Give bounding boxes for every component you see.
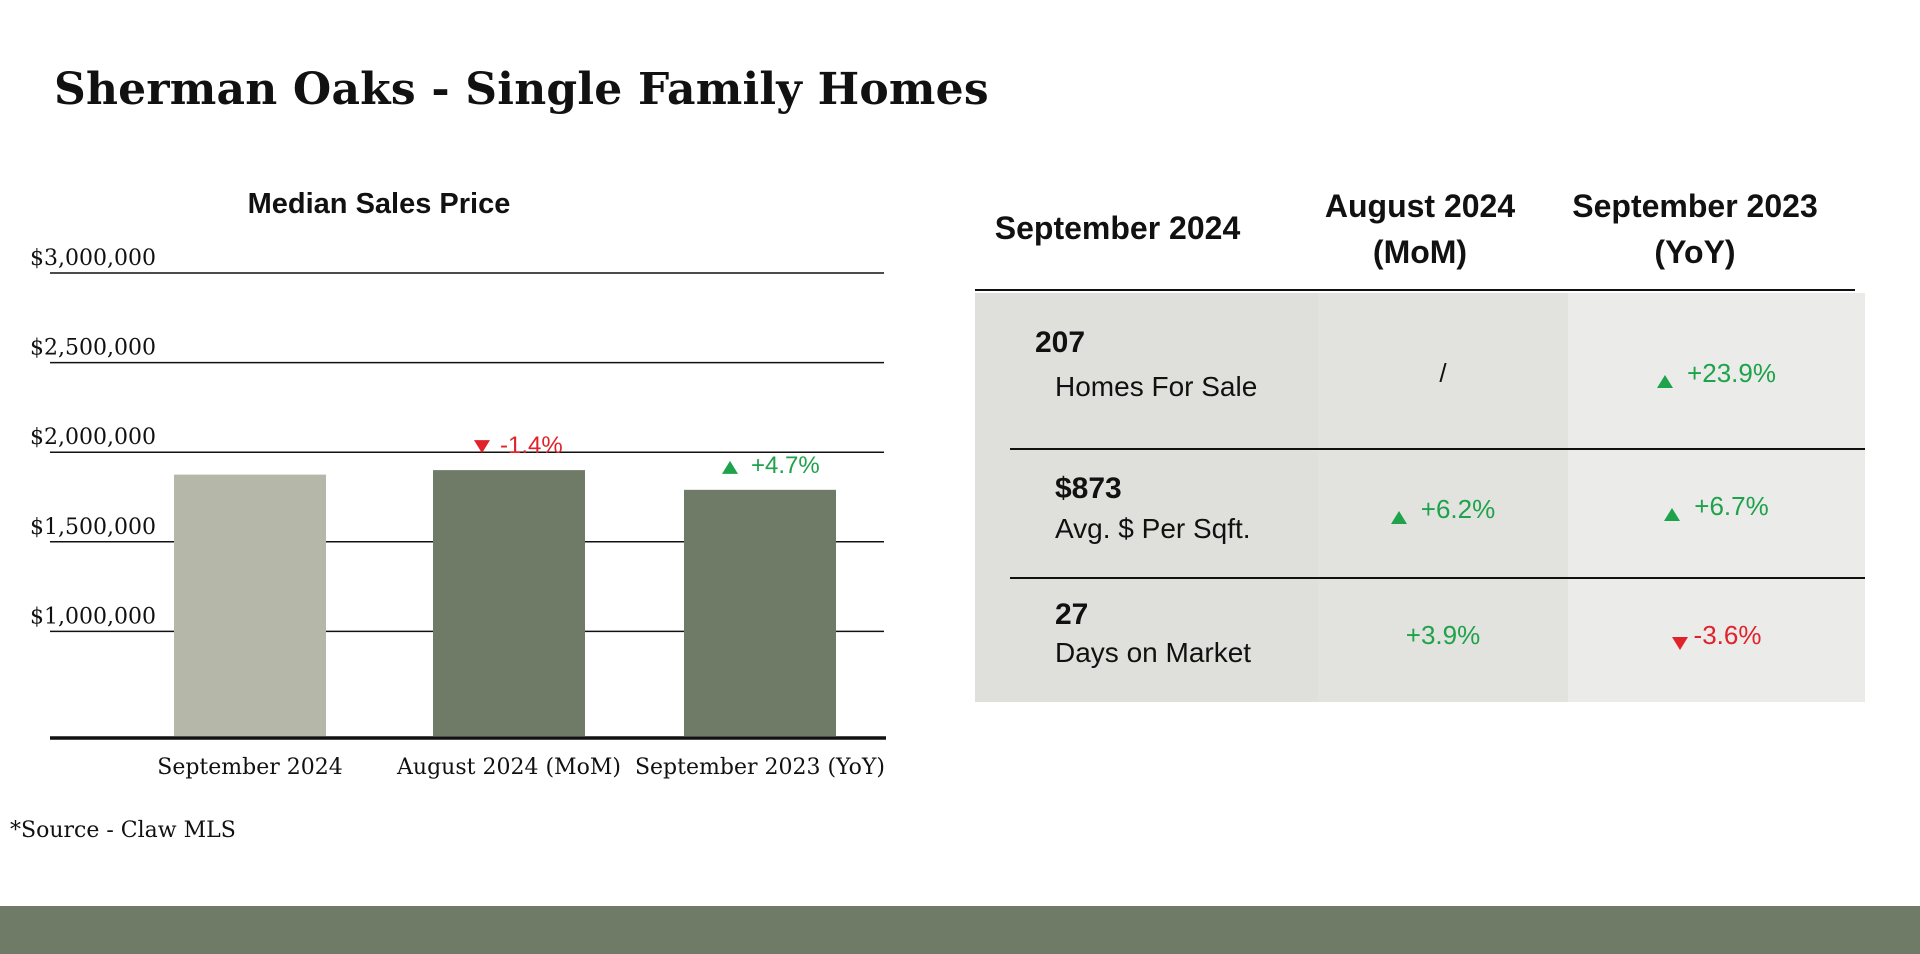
bar — [433, 470, 585, 736]
metric-value: 207 — [1035, 326, 1086, 359]
bar — [174, 474, 326, 736]
mom-change: / — [1439, 358, 1447, 388]
row-divider — [1010, 577, 1865, 579]
mom-change: +3.9% — [1405, 620, 1481, 650]
down-triangle-icon — [474, 440, 490, 454]
metric-label: Avg. $ Per Sqft. — [1055, 513, 1251, 544]
chart-title: Median Sales Price — [248, 188, 511, 220]
header-current: September 2024 — [994, 210, 1241, 246]
mom-change: +6.2% — [1318, 494, 1568, 525]
median-sales-price-chart: Median Sales Price $1,000,000 $1,500,000 $2… — [30, 188, 886, 780]
x-tick-label: August 2024 (MoM) — [396, 755, 621, 780]
y-tick-label: $2,500,000 — [30, 336, 156, 361]
header-mom: August 2024 (MoM) — [1324, 188, 1516, 270]
bar-annotation: -1.4% — [500, 432, 563, 459]
metric-value: 27 — [1055, 598, 1089, 631]
y-tick-label: $1,000,000 — [30, 604, 156, 629]
bar-annotation: +4.7% — [751, 452, 820, 479]
up-triangle-icon — [1390, 511, 1407, 524]
metric-value: $873 — [1055, 472, 1122, 505]
metric-label: Days on Market — [1055, 637, 1252, 668]
y-tick-label: $2,000,000 — [30, 425, 156, 450]
up-triangle-icon — [1657, 375, 1674, 388]
y-tick-label: $3,000,000 — [30, 246, 156, 271]
col-bg-mom — [1318, 293, 1568, 702]
yoy-change: +6.7% — [1568, 491, 1865, 522]
row-divider — [1010, 448, 1865, 450]
yoy-change: -3.6% — [1568, 620, 1865, 651]
bar — [684, 489, 836, 736]
page-title: Sherman Oaks - Single Family Homes — [54, 64, 989, 115]
yoy-change: +23.9% — [1568, 358, 1865, 389]
up-triangle-icon — [1664, 508, 1681, 521]
col-bg-current — [975, 293, 1318, 702]
x-tick-label: September 2023 (YoY) — [635, 755, 885, 780]
header-divider — [975, 289, 1855, 291]
y-tick-label: $1,500,000 — [30, 515, 156, 540]
source-note: *Source - Claw MLS — [10, 818, 236, 843]
metric-label: Homes For Sale — [1055, 371, 1258, 402]
x-tick-label: September 2024 — [157, 755, 343, 780]
col-bg-yoy — [1568, 293, 1865, 702]
footer-band — [0, 906, 1920, 954]
header-yoy: September 2023 (YoY) — [1572, 188, 1818, 270]
up-triangle-icon — [722, 460, 738, 474]
down-triangle-icon — [1671, 637, 1688, 650]
